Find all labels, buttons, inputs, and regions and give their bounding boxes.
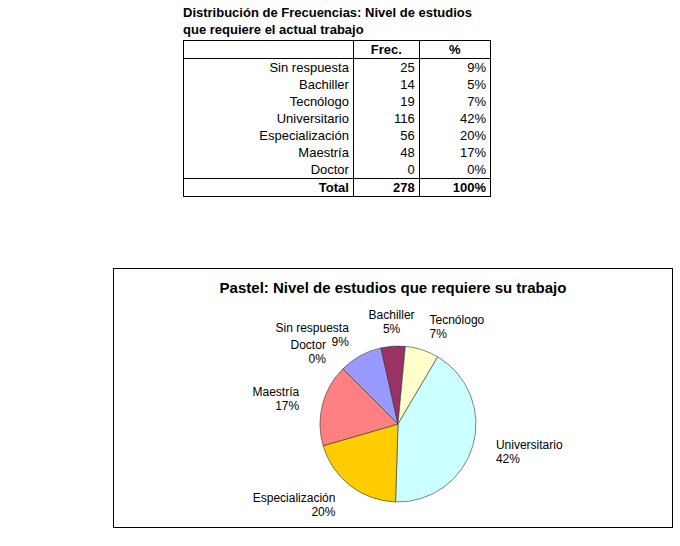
html-text:100%: 100%	[452, 180, 486, 195]
html-text:7%: 7%	[467, 94, 486, 109]
html-text:9%: 9%	[331, 334, 349, 349]
svg-text:Bachiller5%: Bachiller5%	[369, 308, 415, 336]
html-text:Universitario: Universitario	[276, 111, 349, 126]
html-text:Sin respuesta: Sin respuesta	[275, 320, 349, 335]
html-text:116: 116	[393, 111, 415, 126]
html-text:278: 278	[393, 180, 415, 195]
svg-text:Maestría17%: Maestría17%	[253, 385, 300, 413]
html-text:Maestría: Maestría	[298, 145, 349, 160]
html-text:56: 56	[400, 128, 415, 143]
html-text:Distribución de Frecuencias: N: Distribución de Frecuencias: Nivel de es…	[183, 5, 472, 37]
html-text:14: 14	[400, 77, 415, 92]
html-text:Tecnólogo: Tecnólogo	[289, 94, 349, 109]
html-text:Sin respuesta: Sin respuesta	[269, 60, 349, 75]
html-text:Total: Total	[318, 180, 349, 195]
html-text:Frec.: Frec.	[370, 42, 402, 57]
html-text:25: 25	[400, 60, 415, 75]
html-text:Pastel: Nivel de estudios que: Pastel: Nivel de estudios que requiere s…	[219, 279, 567, 296]
html-text:5%: 5%	[467, 77, 486, 92]
html-text:Bachiller: Bachiller	[299, 77, 349, 92]
svg-text:Especialización20%: Especialización20%	[253, 491, 336, 519]
html-text:17%: 17%	[460, 145, 486, 160]
html-text:48: 48	[400, 145, 415, 160]
html-text:9%: 9%	[467, 60, 486, 75]
html-text:Especialización: Especialización	[259, 128, 349, 143]
svg-text:Universitario42%: Universitario42%	[496, 438, 563, 466]
html-text:Doctor: Doctor	[310, 162, 349, 177]
html-text:42%: 42%	[460, 111, 486, 126]
svg-text:Tecnólogo7%: Tecnólogo7%	[430, 313, 485, 341]
html-text:19: 19	[400, 94, 415, 109]
svg-text:Doctor0%: Doctor0%	[291, 338, 327, 366]
html-text:20%: 20%	[460, 128, 486, 143]
html-text:0: 0	[407, 162, 415, 177]
html-text:0%: 0%	[467, 162, 486, 177]
